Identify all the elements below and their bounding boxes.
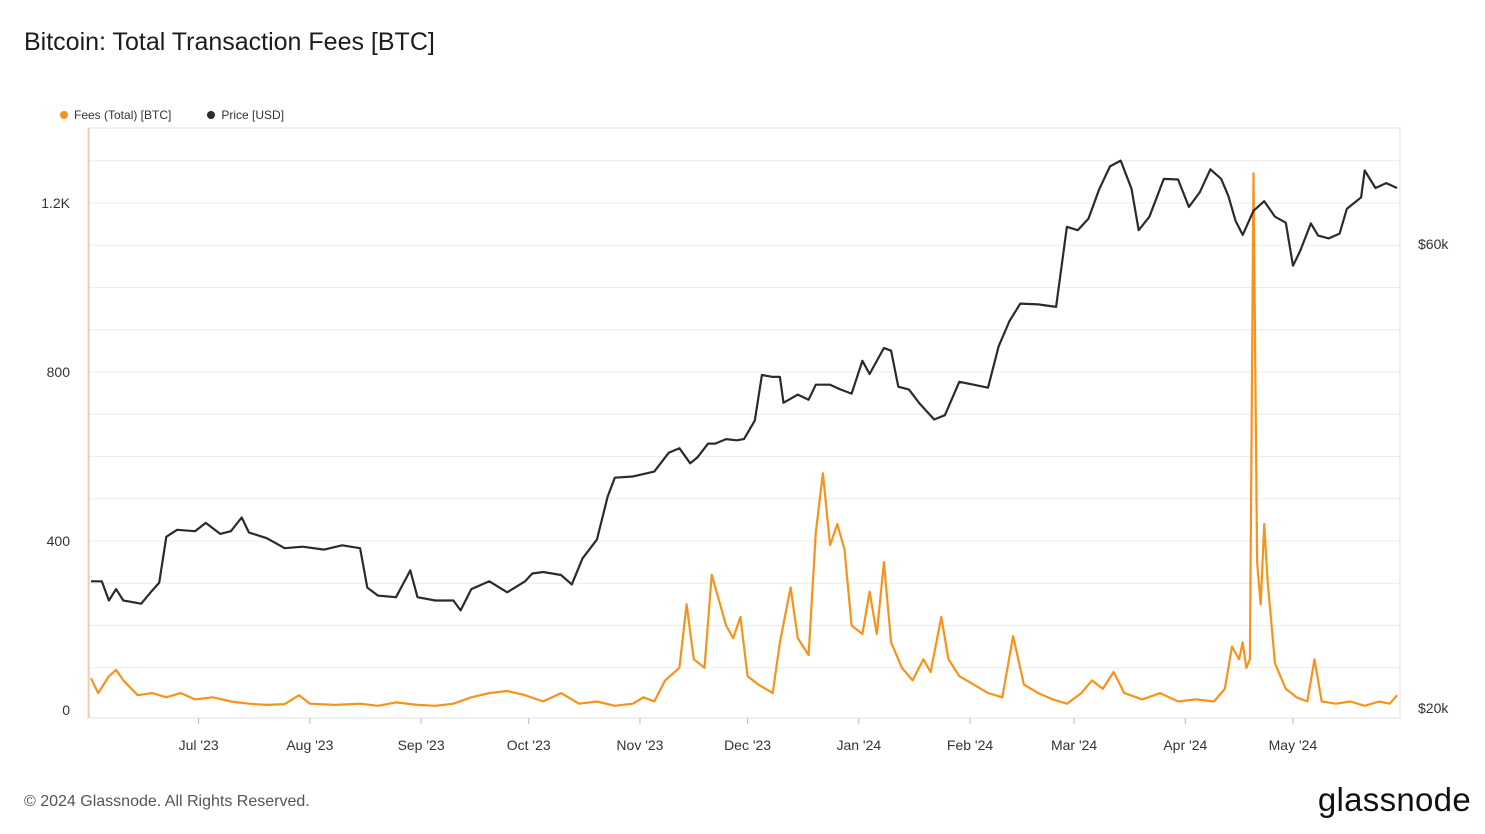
y-right-tick-label: $20k (1418, 700, 1449, 716)
right-axis: $20k $60k (1418, 236, 1449, 716)
copyright-footer: © 2024 Glassnode. All Rights Reserved. (24, 793, 310, 810)
x-tick-label: Feb '24 (947, 737, 993, 753)
y-right-tick-label: $60k (1418, 236, 1449, 252)
x-tick-label: Dec '23 (724, 737, 771, 753)
x-tick-label: Oct '23 (507, 737, 551, 753)
plot-area-border (87, 127, 1401, 719)
y-left-tick-label: 400 (47, 533, 71, 549)
x-tick-label: Mar '24 (1051, 737, 1097, 753)
y-left-tick-label: 0 (62, 702, 70, 718)
y-left-tick-label: 1.2K (41, 195, 70, 211)
y-left-tick-label: 800 (47, 364, 71, 380)
x-axis: Jul '23 Aug '23 Sep '23 Oct '23 Nov '23 Dec '… (88, 128, 1318, 753)
grid-lines (88, 160, 1400, 669)
price-series-line (91, 159, 1398, 612)
x-tick-label: Apr '24 (1163, 737, 1207, 753)
x-tick-label: Jul '23 (179, 737, 219, 753)
legend-dot-price (207, 111, 216, 119)
x-tick-label: Jan '24 (836, 737, 881, 753)
legend-label-price: Price [USD] (221, 108, 285, 122)
x-tick-label: Nov '23 (616, 737, 663, 753)
legend-item-price[interactable]: Price [USD] (207, 108, 284, 122)
chart-legend: Fees (Total) [BTC] Price [USD] (60, 108, 284, 122)
legend-item-fees[interactable]: Fees (Total) [BTC] (60, 108, 171, 122)
left-axis: 0 400 800 1.2K (41, 195, 70, 718)
legend-label-fees: Fees (Total) [BTC] (74, 108, 172, 122)
legend-dot-fees (60, 111, 68, 119)
brand-logo: glassnode (1317, 781, 1471, 818)
x-tick-label: Aug '23 (286, 737, 333, 753)
x-tick-label: Sep '23 (398, 737, 445, 753)
x-tick-label: May '24 (1269, 737, 1318, 753)
fees-series-line (90, 172, 1398, 707)
chart-title: Bitcoin: Total Transaction Fees [BTC] (24, 28, 435, 56)
